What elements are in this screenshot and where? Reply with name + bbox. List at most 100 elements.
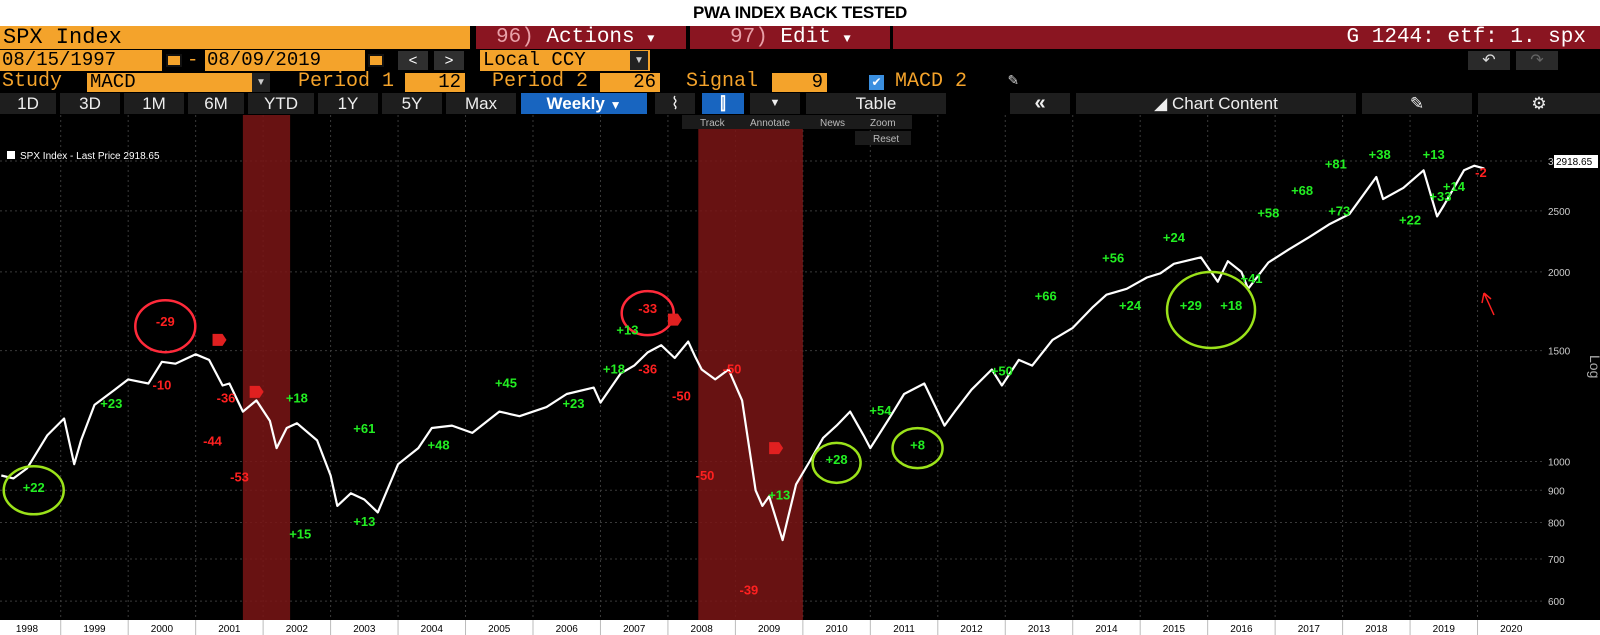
- chevron-down-icon: ▼: [843, 32, 851, 46]
- log-scale-label: Log: [1587, 355, 1600, 378]
- recession-marker: [667, 313, 682, 326]
- period2-label: Period 2: [492, 70, 589, 93]
- annotate-tool[interactable]: Annotate: [750, 118, 790, 129]
- highlight-circle: [2, 465, 65, 516]
- annotation-label: +45: [495, 376, 517, 391]
- overlay-label: MACD 2: [895, 70, 968, 93]
- x-tick-label: 2000: [151, 624, 174, 635]
- tab-ytd[interactable]: YTD: [248, 93, 314, 114]
- annotation-label: -53: [230, 469, 249, 484]
- annotation-label: +81: [1325, 156, 1347, 171]
- chart-content-label: Chart Content: [1171, 94, 1278, 113]
- page-banner: PWA INDEX BACK TESTED: [0, 0, 1600, 26]
- y-axis: 60070080090010001500200025003000: [1548, 157, 1571, 608]
- recession-markers: [212, 313, 784, 455]
- start-date-field[interactable]: 08/15/1997: [0, 50, 162, 71]
- currency-select[interactable]: Local CCY: [480, 50, 650, 71]
- x-tick-label: 2012: [960, 624, 983, 635]
- annotation-label: +13: [1423, 147, 1445, 162]
- redo-icon[interactable]: ↷: [1516, 51, 1558, 70]
- x-axis: 1998 1999 2000 2001 2002 2003 2004 2005 2006 2007…: [16, 620, 1523, 635]
- annotation-label: +56: [1102, 251, 1124, 266]
- recession-bands: [242, 115, 803, 620]
- edit-chart-icon[interactable]: ✎: [1362, 93, 1472, 114]
- legend-entry: SPX Index - Last Price 2918.65: [20, 151, 160, 162]
- tab-1d[interactable]: 1D: [0, 93, 56, 114]
- annotation-label: -50: [723, 361, 742, 376]
- tab-1y[interactable]: 1Y: [318, 93, 378, 114]
- undo-icon[interactable]: ↶: [1468, 51, 1510, 70]
- price-line: [1, 164, 1485, 542]
- chart-content-button[interactable]: ◢ Chart Content: [1076, 93, 1356, 114]
- y-tick-label: 900: [1548, 486, 1565, 497]
- track-tool[interactable]: Track: [700, 118, 726, 129]
- tab-3d[interactable]: 3D: [60, 93, 120, 114]
- y-tick-label: 800: [1548, 518, 1565, 529]
- price-series: [1, 164, 1485, 542]
- x-tick-label: 2010: [825, 624, 848, 635]
- x-tick-label: 2014: [1095, 624, 1118, 635]
- highlight-circle: [811, 441, 862, 485]
- pencil-icon[interactable]: ✎: [1008, 72, 1019, 91]
- x-tick-label: 1998: [16, 624, 39, 635]
- news-tool[interactable]: News: [820, 118, 845, 129]
- reset-button-bg[interactable]: [855, 131, 911, 145]
- annotation-label: -39: [739, 582, 758, 597]
- chevron-down-icon: ▼: [609, 98, 622, 112]
- recession-band: [698, 115, 803, 620]
- zoom-tool[interactable]: Zoom: [870, 118, 896, 129]
- x-tick-label: 2006: [556, 624, 579, 635]
- chevron-down-icon: ▼: [647, 32, 655, 46]
- tool-strip: [682, 115, 912, 129]
- x-tick-label: 2009: [758, 624, 781, 635]
- annotation-label: +68: [1291, 183, 1313, 198]
- command-line[interactable]: G 1244: etf: 1. spx: [893, 26, 1600, 49]
- annotation-label: +33: [1429, 189, 1451, 204]
- annotation-label: +38: [1369, 147, 1391, 162]
- annotation-label: +14: [1443, 179, 1466, 194]
- study-select[interactable]: MACD: [87, 73, 252, 92]
- last-price-value: 2918.65: [1556, 157, 1593, 168]
- reset-tool[interactable]: Reset: [873, 134, 899, 145]
- signal-input[interactable]: 9: [772, 73, 827, 92]
- end-date-field[interactable]: 08/09/2019: [205, 50, 365, 71]
- annotation-label: +13: [616, 323, 638, 338]
- tab-5y[interactable]: 5Y: [382, 93, 442, 114]
- actions-menu[interactable]: 96) Actions ▼: [476, 26, 686, 49]
- tab-6m[interactable]: 6M: [188, 93, 244, 114]
- x-tick-label: 2002: [286, 624, 309, 635]
- prev-period-button[interactable]: <: [398, 51, 428, 70]
- annotation-label: +18: [286, 391, 308, 406]
- gear-icon[interactable]: ⚙: [1478, 93, 1600, 114]
- calendar-icon[interactable]: [166, 54, 182, 67]
- tab-1m[interactable]: 1M: [124, 93, 184, 114]
- calendar-icon[interactable]: [368, 54, 384, 67]
- price-chart[interactable]: 60070080090010001500200025003000 +22+23-…: [0, 115, 1600, 620]
- annotation-label: +22: [23, 480, 45, 495]
- tab-weekly[interactable]: Weekly ▼: [521, 93, 647, 114]
- annotation-label: +73: [1328, 203, 1350, 218]
- annotation-label: +48: [428, 437, 450, 452]
- period1-input[interactable]: 12: [405, 73, 465, 92]
- recession-marker: [769, 442, 784, 455]
- checkbox-icon[interactable]: ✔: [869, 75, 884, 90]
- period2-input[interactable]: 26: [600, 73, 660, 92]
- annotation-label: +22: [1399, 212, 1421, 227]
- annotation-label: +23: [562, 396, 584, 411]
- collapse-button[interactable]: «: [1010, 93, 1070, 114]
- security-field[interactable]: SPX Index: [0, 26, 470, 49]
- edit-menu[interactable]: 97) Edit ▼: [690, 26, 890, 49]
- next-period-button[interactable]: >: [434, 51, 464, 70]
- terminal-window: SPX Index 96) Actions ▼ 97) Edit ▼ G 124…: [0, 26, 1600, 620]
- table-button[interactable]: Table: [806, 93, 946, 114]
- line-chart-icon[interactable]: ⌇: [655, 93, 695, 114]
- x-tick-label: 2005: [488, 624, 511, 635]
- chevron-down-icon[interactable]: ▼: [252, 73, 270, 92]
- x-tick-label: 2003: [353, 624, 376, 635]
- highlight-circle: [620, 289, 675, 337]
- tab-max[interactable]: Max: [446, 93, 516, 114]
- chevron-down-icon[interactable]: ▼: [630, 51, 648, 70]
- x-tick-label: 2016: [1230, 624, 1253, 635]
- chevron-down-icon[interactable]: ▼: [750, 93, 800, 114]
- bar-chart-icon[interactable]: ⫿: [702, 93, 744, 114]
